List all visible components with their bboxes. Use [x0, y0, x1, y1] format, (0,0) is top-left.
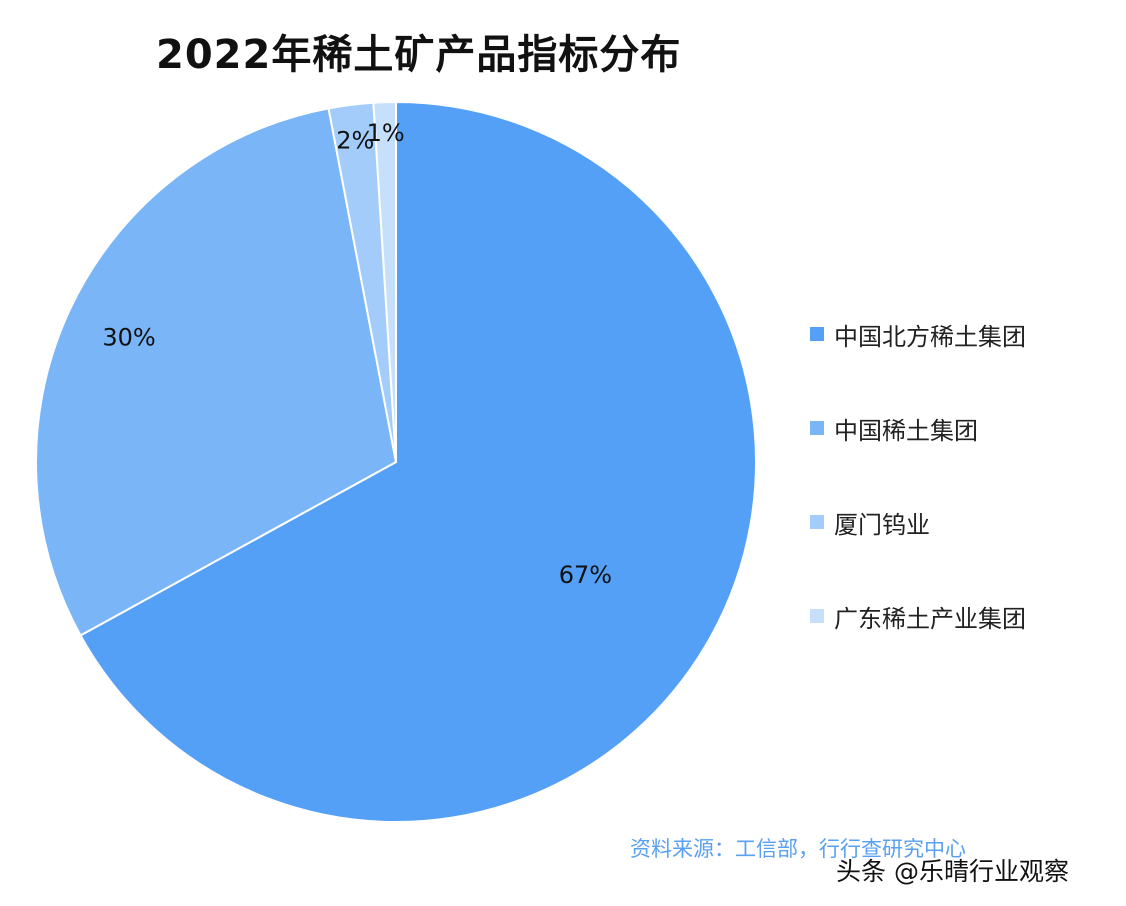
- legend-swatch: [810, 421, 824, 435]
- legend-item: 中国北方稀土集团: [810, 316, 1026, 352]
- chart-title: 2022年稀土矿产品指标分布: [156, 32, 682, 78]
- legend: 中国北方稀土集团 中国稀土集团 厦门钨业 广东稀土产业集团: [810, 316, 1026, 692]
- legend-label: 厦门钨业: [834, 510, 930, 539]
- legend-item: 广东稀土产业集团: [810, 598, 1026, 634]
- slice-label: 30%: [102, 323, 155, 351]
- slice-label: 67%: [559, 561, 612, 589]
- legend-swatch: [810, 609, 824, 623]
- pie-slice: [372, 100, 397, 463]
- legend-item: 中国稀土集团: [810, 410, 1026, 446]
- legend-swatch: [810, 327, 824, 341]
- slice-label: 1%: [367, 119, 405, 147]
- legend-label: 中国稀土集团: [834, 416, 978, 445]
- watermark-caption: 头条 @乐晴行业观察: [836, 857, 1069, 886]
- legend-label: 中国北方稀土集团: [834, 322, 1026, 351]
- legend-item: 厦门钨业: [810, 504, 1026, 540]
- source-note: 资料来源：工信部，行行查研究中心: [630, 837, 966, 861]
- legend-label: 广东稀土产业集团: [834, 604, 1026, 633]
- legend-swatch: [810, 515, 824, 529]
- slice-label: 2%: [336, 127, 374, 155]
- pie-slice: [35, 107, 398, 637]
- pie-slice: [79, 100, 757, 823]
